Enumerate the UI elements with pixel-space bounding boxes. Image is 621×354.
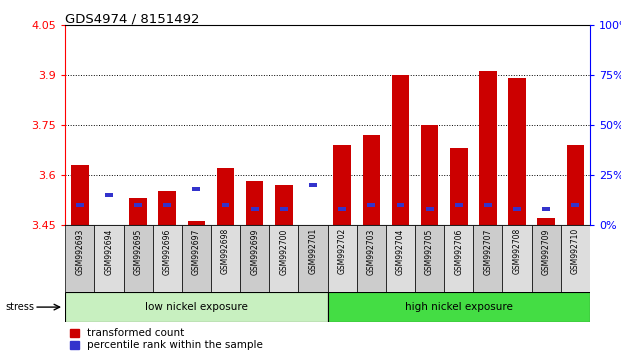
Bar — [309, 183, 317, 187]
Bar — [542, 207, 550, 211]
Text: GSM992698: GSM992698 — [221, 228, 230, 274]
Bar — [251, 207, 258, 211]
Text: low nickel exposure: low nickel exposure — [145, 302, 248, 312]
Bar — [484, 202, 492, 207]
Bar — [327, 292, 590, 322]
Text: GSM992701: GSM992701 — [309, 228, 317, 274]
Text: GSM992704: GSM992704 — [396, 228, 405, 275]
Bar — [211, 225, 240, 292]
Bar — [275, 185, 292, 225]
Bar — [386, 225, 415, 292]
Bar — [450, 148, 468, 225]
Bar — [566, 145, 584, 225]
Bar — [356, 225, 386, 292]
Bar — [561, 225, 590, 292]
Text: GSM992709: GSM992709 — [542, 228, 551, 275]
Text: GSM992702: GSM992702 — [338, 228, 347, 274]
Bar — [193, 187, 201, 191]
Text: GSM992705: GSM992705 — [425, 228, 434, 275]
Bar — [571, 202, 579, 207]
Text: GSM992708: GSM992708 — [512, 228, 522, 274]
Bar — [71, 165, 89, 225]
Text: GSM992706: GSM992706 — [455, 228, 463, 275]
Bar — [188, 222, 205, 225]
Bar — [270, 225, 299, 292]
Bar — [129, 198, 147, 225]
Text: GSM992697: GSM992697 — [192, 228, 201, 275]
Bar — [444, 225, 473, 292]
Bar — [217, 168, 234, 225]
Bar — [124, 225, 153, 292]
Bar — [299, 225, 327, 292]
Bar — [537, 218, 555, 225]
Bar — [246, 182, 263, 225]
Bar — [240, 225, 270, 292]
Bar — [153, 225, 182, 292]
Bar — [363, 135, 380, 225]
Text: high nickel exposure: high nickel exposure — [405, 302, 513, 312]
Bar — [425, 207, 433, 211]
Text: GSM992703: GSM992703 — [367, 228, 376, 275]
Bar — [392, 75, 409, 225]
Text: GSM992700: GSM992700 — [279, 228, 288, 275]
Bar — [327, 225, 356, 292]
Bar — [368, 202, 375, 207]
Bar — [509, 78, 526, 225]
Text: GDS4974 / 8151492: GDS4974 / 8151492 — [65, 12, 200, 25]
Bar — [94, 225, 124, 292]
Bar — [415, 225, 444, 292]
Text: GSM992696: GSM992696 — [163, 228, 172, 275]
Bar — [455, 202, 463, 207]
Bar — [421, 125, 438, 225]
Bar — [182, 225, 211, 292]
Text: GSM992699: GSM992699 — [250, 228, 259, 275]
Bar — [158, 192, 176, 225]
Bar — [76, 202, 84, 207]
Bar — [397, 202, 404, 207]
Bar — [333, 145, 351, 225]
Bar — [338, 207, 346, 211]
Text: GSM992693: GSM992693 — [75, 228, 84, 275]
Bar — [134, 202, 142, 207]
Bar — [473, 225, 502, 292]
Bar — [222, 202, 230, 207]
Bar — [479, 72, 497, 225]
Bar — [105, 193, 113, 197]
Text: stress: stress — [5, 302, 34, 312]
Bar — [65, 292, 327, 322]
Legend: transformed count, percentile rank within the sample: transformed count, percentile rank withi… — [70, 329, 263, 350]
Text: GSM992707: GSM992707 — [483, 228, 492, 275]
Text: GSM992695: GSM992695 — [134, 228, 143, 275]
Bar — [502, 225, 532, 292]
Bar — [163, 202, 171, 207]
Bar — [532, 225, 561, 292]
Bar — [65, 225, 94, 292]
Bar — [280, 207, 288, 211]
Text: GSM992694: GSM992694 — [104, 228, 114, 275]
Bar — [513, 207, 521, 211]
Text: GSM992710: GSM992710 — [571, 228, 580, 274]
